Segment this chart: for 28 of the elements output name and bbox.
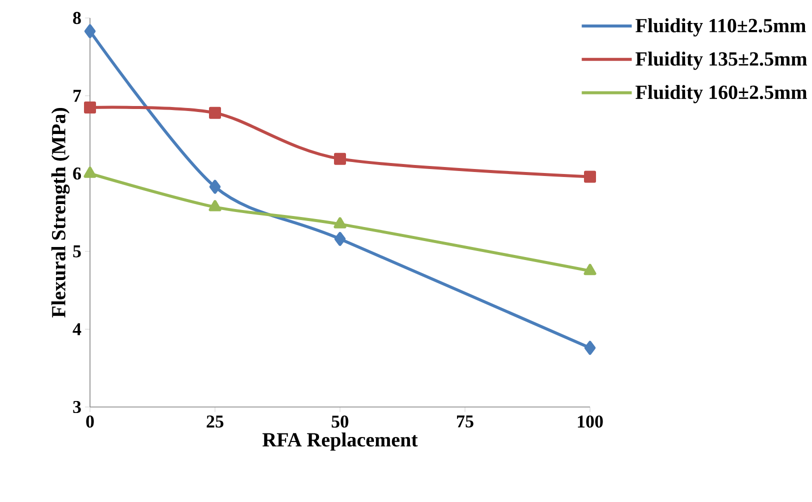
x-tick-label: 0	[86, 416, 94, 428]
point	[84, 101, 96, 114]
x-axis-title: RFA Replacement	[262, 432, 418, 451]
y-tick-label: 7	[74, 90, 82, 102]
x-tick-label: 25	[206, 416, 224, 428]
y-tick-label: 4	[72, 323, 82, 336]
point	[584, 170, 596, 183]
x-tick-label: 50	[332, 416, 348, 428]
point	[334, 152, 346, 165]
point	[84, 24, 96, 38]
legend-label: Fluidity 135±2.5mm	[636, 52, 807, 70]
legend-label: Fluidity 110±2.5mm	[636, 18, 806, 36]
point	[84, 166, 96, 178]
y-tick-label: 5	[73, 245, 81, 258]
x-tick-label: 100	[578, 416, 603, 428]
point	[334, 217, 346, 228]
y-tick-label: 3	[73, 400, 81, 414]
x-tick-label: 75	[457, 416, 474, 428]
y-tick-label: 8	[73, 12, 81, 24]
point	[334, 232, 346, 246]
point	[208, 200, 222, 212]
point	[584, 340, 596, 355]
point	[209, 106, 221, 119]
point	[209, 180, 221, 194]
y-axis-title: Flexural Strength (MPa)	[51, 108, 70, 318]
y-tick-label: 6	[73, 168, 81, 180]
point	[584, 264, 596, 276]
legend-label: Fluidity 160±2.5mm	[636, 85, 807, 104]
